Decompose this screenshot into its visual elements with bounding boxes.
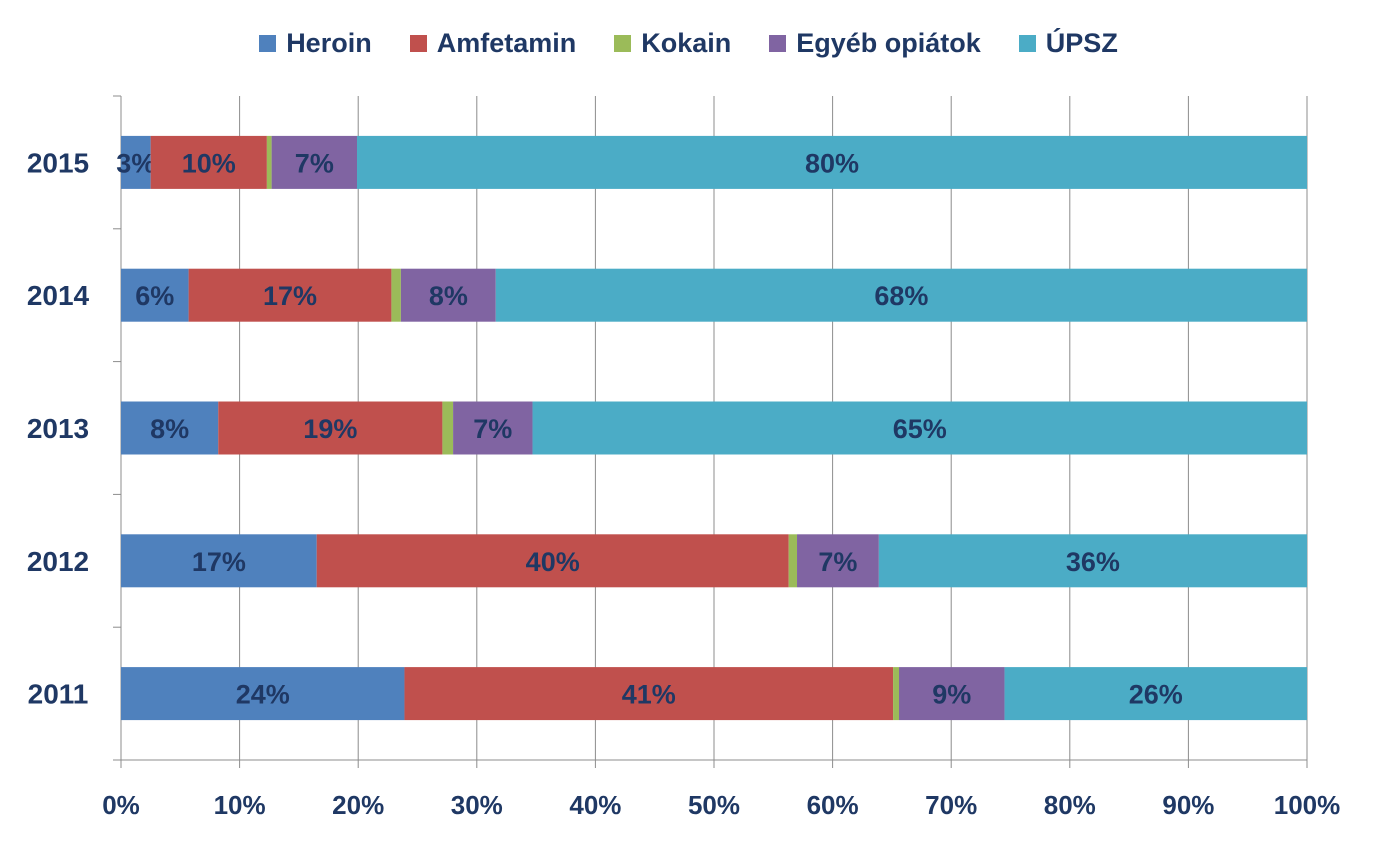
data-label: 17% <box>263 281 317 311</box>
bar-segment <box>121 268 189 322</box>
data-label: 80% <box>805 148 859 178</box>
data-label: 19% <box>303 414 357 444</box>
data-label: 7% <box>818 547 857 577</box>
bar-segment <box>878 534 1307 588</box>
x-tick-label: 70% <box>925 790 977 820</box>
bar-segment <box>218 401 443 455</box>
data-label: 8% <box>150 414 189 444</box>
legend-swatch <box>614 35 632 52</box>
x-tick-label: 60% <box>807 790 859 820</box>
legend-label: ÚPSZ <box>1045 28 1118 58</box>
data-label: 7% <box>295 148 334 178</box>
data-label: 36% <box>1066 547 1120 577</box>
legend-swatch <box>259 35 277 52</box>
bar-segment <box>188 268 392 322</box>
x-tick-label: 0% <box>102 790 140 820</box>
data-label: 3% <box>116 148 155 178</box>
bar-segment <box>400 268 496 322</box>
bar-segment <box>797 534 879 588</box>
legend-swatch <box>409 35 427 52</box>
bar-segment <box>899 667 1005 721</box>
x-tick-label: 100% <box>1274 790 1341 820</box>
legend-item: Heroin <box>259 28 372 59</box>
bar-segment <box>121 135 151 189</box>
x-tick-label: 30% <box>451 790 503 820</box>
legend-label: Egyéb opiátok <box>796 28 981 58</box>
bar-segment <box>271 135 358 189</box>
bar-segment <box>495 268 1307 322</box>
legend-swatch <box>769 35 787 52</box>
data-label: 8% <box>429 281 468 311</box>
bar-segment <box>150 135 267 189</box>
x-tick-label: 20% <box>332 790 384 820</box>
data-label: 40% <box>526 547 580 577</box>
chart-legend: Heroin Amfetamin Kokain Egyéb opiátok ÚPSZ <box>0 28 1377 59</box>
bar-segment <box>121 534 317 588</box>
category-label: 2013 <box>27 413 89 444</box>
data-label: 7% <box>473 414 512 444</box>
data-label: 9% <box>932 680 971 710</box>
data-label: 6% <box>135 281 174 311</box>
bar-segment <box>532 401 1307 455</box>
x-tick-label: 10% <box>214 790 266 820</box>
bar-segment <box>453 401 533 455</box>
x-tick-label: 80% <box>1044 790 1096 820</box>
data-label: 68% <box>874 281 928 311</box>
bar-segment <box>442 401 454 455</box>
bar-segment <box>893 667 900 721</box>
data-label: 17% <box>192 547 246 577</box>
bar-segment <box>266 135 272 189</box>
legend-label: Heroin <box>286 28 372 58</box>
bar-segment <box>788 534 798 588</box>
category-label: 2011 <box>28 679 89 710</box>
data-label: 26% <box>1129 680 1183 710</box>
legend-item: Egyéb opiátok <box>769 28 981 59</box>
bar-segment <box>404 667 894 721</box>
legend-item: ÚPSZ <box>1018 28 1118 59</box>
data-label: 65% <box>893 414 947 444</box>
category-label: 2012 <box>27 546 89 577</box>
legend-swatch <box>1018 35 1036 52</box>
bar-segment <box>121 667 405 721</box>
x-tick-label: 90% <box>1162 790 1214 820</box>
category-label: 2014 <box>27 280 90 311</box>
data-label: 10% <box>182 148 236 178</box>
bar-segment <box>357 135 1307 189</box>
legend-item: Kokain <box>614 28 731 59</box>
bar-segment <box>1004 667 1307 721</box>
legend-label: Kokain <box>641 28 732 58</box>
legend-item: Amfetamin <box>409 28 577 59</box>
data-label: 41% <box>622 680 676 710</box>
bar-segment <box>316 534 789 588</box>
category-label: 2015 <box>27 147 89 178</box>
x-tick-label: 40% <box>569 790 621 820</box>
data-label: 24% <box>236 680 290 710</box>
legend-label: Amfetamin <box>436 28 577 58</box>
bar-segment <box>391 268 401 322</box>
bar-segment <box>121 401 219 455</box>
x-tick-label: 50% <box>688 790 740 820</box>
